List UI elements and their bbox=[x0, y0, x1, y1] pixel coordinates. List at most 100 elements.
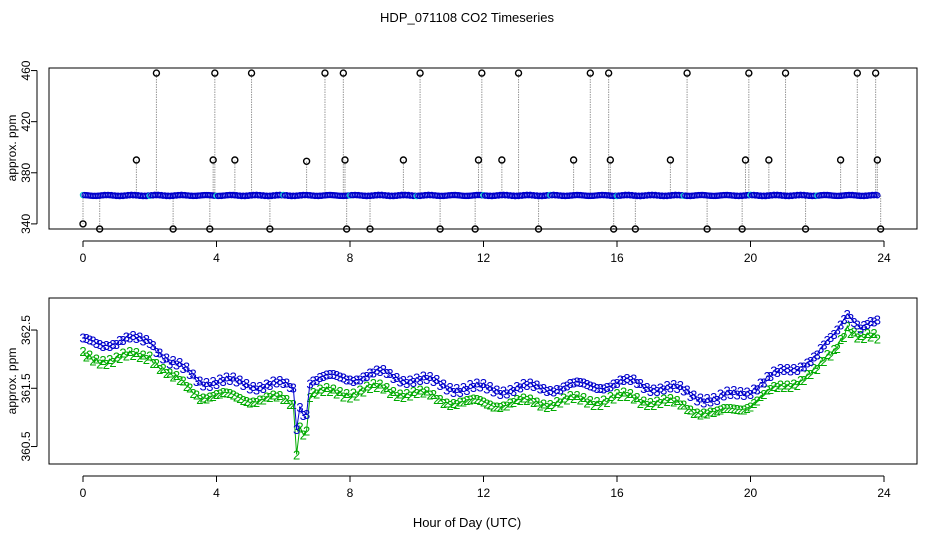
series-marker-3: 3 bbox=[493, 382, 500, 397]
bottom-panel: 2222222222222222222222222222222222222222… bbox=[5, 297, 918, 500]
series-marker-3: 3 bbox=[396, 375, 403, 390]
series-marker-3: 3 bbox=[710, 390, 717, 405]
series-marker-3: 3 bbox=[857, 321, 864, 336]
series-marker-2: 2 bbox=[426, 388, 433, 403]
series-marker-3: 3 bbox=[400, 373, 407, 388]
series-marker-3: 3 bbox=[553, 382, 560, 397]
series-marker-2: 2 bbox=[680, 397, 687, 412]
series-marker-3: 3 bbox=[543, 384, 550, 399]
series-marker-2: 2 bbox=[517, 393, 524, 408]
series-marker-2: 2 bbox=[493, 399, 500, 414]
series-marker-2: 2 bbox=[790, 377, 797, 392]
series-marker-3: 3 bbox=[610, 376, 617, 391]
series-marker-3: 3 bbox=[343, 372, 350, 387]
series-marker-2: 2 bbox=[857, 328, 864, 343]
series-marker-3: 3 bbox=[346, 373, 353, 388]
series-marker-2: 2 bbox=[617, 389, 624, 404]
series-marker-2: 2 bbox=[643, 398, 650, 413]
series-marker-3: 3 bbox=[550, 385, 557, 400]
flag-point bbox=[209, 156, 217, 164]
series-marker-2: 2 bbox=[119, 345, 126, 360]
series-marker-3: 3 bbox=[844, 307, 851, 322]
series-marker-2: 2 bbox=[820, 354, 827, 369]
flag-point bbox=[836, 156, 845, 164]
top-y-axis: 340 380 420 460 bbox=[19, 60, 38, 234]
series-marker-2: 2 bbox=[550, 399, 557, 414]
series-marker-3: 3 bbox=[834, 322, 841, 337]
series-marker-2: 2 bbox=[767, 382, 774, 397]
flag-point bbox=[604, 69, 613, 77]
series-marker-3: 3 bbox=[106, 339, 113, 354]
series-marker-3: 3 bbox=[253, 383, 260, 398]
top-y-axis-label: approx. ppm bbox=[5, 115, 19, 182]
series-marker-3: 3 bbox=[430, 374, 437, 389]
series-marker-2: 2 bbox=[757, 389, 764, 404]
series-marker-2: 2 bbox=[620, 385, 627, 400]
series-marker-3: 3 bbox=[129, 328, 136, 343]
series-marker-2: 2 bbox=[794, 378, 801, 393]
series-marker-2: 2 bbox=[510, 395, 517, 410]
series-marker-2: 2 bbox=[303, 423, 310, 438]
series-marker-2: 2 bbox=[346, 390, 353, 405]
series-marker-3: 3 bbox=[637, 376, 644, 391]
series-marker-2: 2 bbox=[864, 326, 871, 341]
series-marker-2: 2 bbox=[770, 379, 777, 394]
series-marker-3: 3 bbox=[109, 337, 116, 352]
series-marker-2: 2 bbox=[690, 406, 697, 421]
series-marker-2: 2 bbox=[310, 385, 317, 400]
series-marker-3: 3 bbox=[807, 354, 814, 369]
series-marker-2: 2 bbox=[226, 386, 233, 401]
series-marker-3: 3 bbox=[513, 379, 520, 394]
series-marker-3: 3 bbox=[767, 369, 774, 384]
series-marker-2: 2 bbox=[593, 394, 600, 409]
series-marker-2: 2 bbox=[500, 399, 507, 414]
series-marker-3: 3 bbox=[790, 361, 797, 376]
series-marker-2: 2 bbox=[273, 390, 280, 405]
series-marker-2: 2 bbox=[590, 398, 597, 413]
series-marker-3: 3 bbox=[870, 315, 877, 330]
series-marker-3: 3 bbox=[176, 355, 183, 370]
series-marker-2: 2 bbox=[410, 384, 417, 399]
series-marker-3: 3 bbox=[533, 378, 540, 393]
flag-point bbox=[211, 69, 219, 77]
series-marker-2: 2 bbox=[306, 390, 313, 405]
series-marker-3: 3 bbox=[643, 380, 650, 395]
x-tick-label: 4 bbox=[213, 251, 220, 265]
series-marker-3: 3 bbox=[703, 391, 710, 406]
series-marker-3: 3 bbox=[306, 376, 313, 391]
series-marker-3: 3 bbox=[436, 378, 443, 393]
series-marker-3: 3 bbox=[500, 384, 507, 399]
series-marker-2: 2 bbox=[240, 393, 247, 408]
x-tick-label: 0 bbox=[80, 486, 87, 500]
series-marker-2: 2 bbox=[393, 389, 400, 404]
series-marker-3: 3 bbox=[447, 380, 454, 395]
series-marker-3: 3 bbox=[330, 367, 337, 382]
series-marker-3: 3 bbox=[280, 376, 287, 391]
series-marker-2: 2 bbox=[537, 398, 544, 413]
series-marker-3: 3 bbox=[470, 380, 477, 395]
series-marker-3: 3 bbox=[677, 378, 684, 393]
x-tick-label: 16 bbox=[610, 486, 624, 500]
series-marker-2: 2 bbox=[256, 393, 263, 408]
series-marker-3: 3 bbox=[720, 389, 727, 404]
y-tick-label: 380 bbox=[19, 162, 33, 182]
series-marker-2: 2 bbox=[270, 387, 277, 402]
series-marker-2: 2 bbox=[443, 395, 450, 410]
series-marker-3: 3 bbox=[163, 351, 170, 366]
series-marker-2: 2 bbox=[860, 331, 867, 346]
series-marker-2: 2 bbox=[700, 406, 707, 421]
series-marker-3: 3 bbox=[820, 337, 827, 352]
series-marker-3: 3 bbox=[366, 365, 373, 380]
series-marker-2: 2 bbox=[513, 392, 520, 407]
series-marker-2: 2 bbox=[810, 361, 817, 376]
x-tick-label: 16 bbox=[610, 251, 624, 265]
flag-point bbox=[853, 69, 861, 77]
x-tick-label: 24 bbox=[877, 251, 891, 265]
series-marker-3: 3 bbox=[159, 352, 166, 367]
series-line-2 bbox=[82, 324, 878, 455]
series-marker-2: 2 bbox=[650, 398, 657, 413]
series-marker-2: 2 bbox=[787, 380, 794, 395]
series-marker-2: 2 bbox=[200, 391, 207, 406]
series-marker-3: 3 bbox=[847, 311, 854, 326]
series-marker-2: 2 bbox=[660, 392, 667, 407]
